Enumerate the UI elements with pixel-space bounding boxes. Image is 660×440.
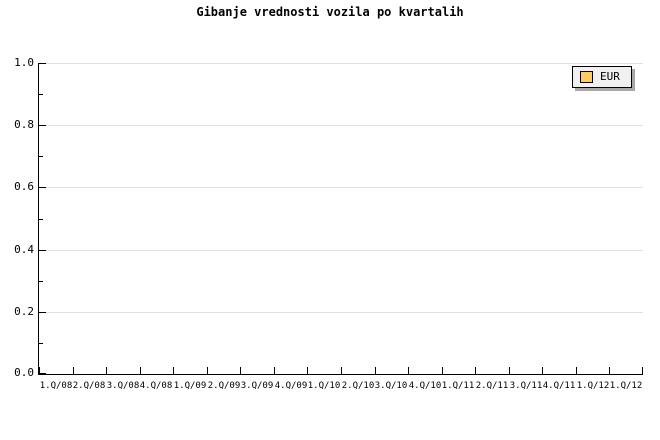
- x-tick-label: 3.Q/11: [509, 381, 543, 391]
- x-tick: [240, 367, 241, 374]
- y-tick-minor: [39, 281, 43, 282]
- x-tick: [341, 367, 342, 374]
- x-tick-label: 4.Q/11: [542, 381, 576, 391]
- x-tick: [509, 367, 510, 374]
- x-tick: [576, 367, 577, 374]
- x-tick-label: 1.Q/11: [441, 381, 475, 391]
- y-gridline: [39, 312, 643, 313]
- x-tick: [173, 367, 174, 374]
- x-tick: [274, 367, 275, 374]
- x-tick: [140, 367, 141, 374]
- x-tick-label: 1.Q/12: [576, 381, 610, 391]
- x-tick: [442, 367, 443, 374]
- x-tick: [408, 367, 409, 374]
- y-gridline: [39, 250, 643, 251]
- x-tick-label: 3.Q/10: [374, 381, 408, 391]
- plot-area: 0.0 0.2 0.4 0.6 0.8 1.0 1.Q/08 2.Q/08 3.Q/08 4.Q/…: [14, 56, 643, 391]
- y-tick-label: 0.4: [14, 243, 34, 256]
- x-tick: [307, 367, 308, 374]
- x-tick: [642, 367, 643, 374]
- x-tick: [542, 367, 543, 374]
- x-tick-label: 2.Q/09: [207, 381, 241, 391]
- y-tick: [39, 125, 46, 126]
- x-tick: [375, 367, 376, 374]
- y-tick: [39, 250, 46, 251]
- y-tick: [39, 312, 46, 313]
- legend[interactable]: EUR: [572, 66, 632, 88]
- y-tick-label: 0.8: [14, 118, 34, 131]
- x-tick: [73, 367, 74, 374]
- x-tick-label: 3.Q/08: [106, 381, 140, 391]
- x-tick-label: 2.Q/08: [72, 381, 106, 391]
- y-tick-label: 1.0: [14, 56, 34, 69]
- y-tick-label: 0.6: [14, 180, 34, 193]
- x-tick-label: 1.Q/09: [173, 381, 207, 391]
- y-tick-minor: [39, 219, 43, 220]
- x-tick-label: 2.Q/10: [341, 381, 375, 391]
- y-gridline: [39, 63, 643, 64]
- legend-swatch-icon: [580, 71, 593, 83]
- y-gridline: [39, 125, 643, 126]
- x-tick-label: 4.Q/08: [139, 381, 173, 391]
- x-tick-label: 3.Q/09: [240, 381, 274, 391]
- y-tick: [39, 373, 46, 374]
- y-tick-minor: [39, 343, 43, 344]
- y-tick-minor: [39, 94, 43, 95]
- x-tick-label: 2.Q/11: [475, 381, 509, 391]
- y-tick-label: 0.0: [14, 366, 34, 379]
- y-tick-minor: [39, 156, 43, 157]
- x-tick: [609, 367, 610, 374]
- y-tick-label: 0.2: [14, 305, 34, 318]
- x-tick-label: 1.Q/10: [307, 381, 341, 391]
- x-tick-label: 1.Q/08: [39, 381, 73, 391]
- x-tick: [106, 367, 107, 374]
- y-tick: [39, 63, 46, 64]
- legend-entry-label: EUR: [600, 70, 620, 83]
- x-tick: [39, 367, 40, 374]
- y-tick: [39, 187, 46, 188]
- x-tick: [207, 367, 208, 374]
- x-tick: [475, 367, 476, 374]
- x-tick-label: 4.Q/10: [408, 381, 442, 391]
- x-tick-label: 1.Q/12: [609, 381, 643, 391]
- x-tick-label: 4.Q/09: [274, 381, 308, 391]
- chart-title: Gibanje vrednosti vozila po kvartalih: [196, 5, 464, 19]
- y-gridline: [39, 187, 643, 188]
